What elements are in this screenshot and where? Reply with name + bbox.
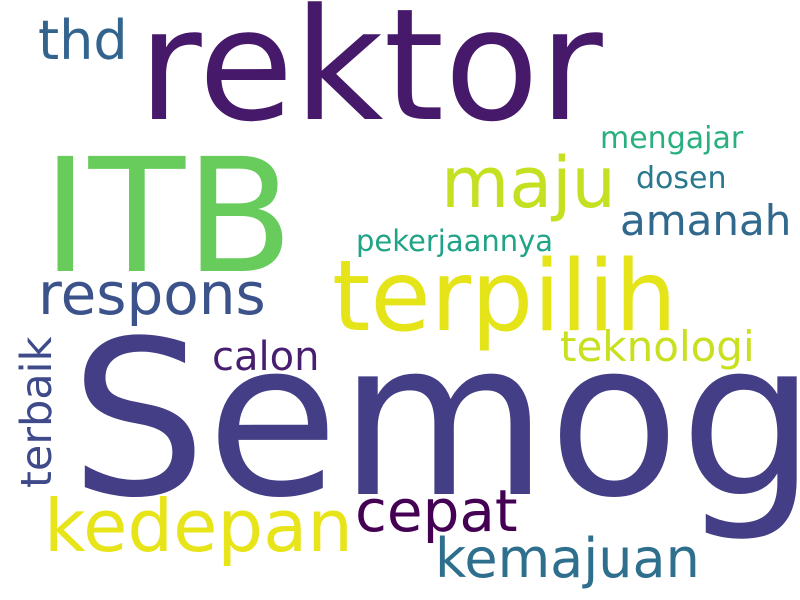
word-maju: maju	[441, 142, 616, 224]
word-kedepan: kedepan	[44, 484, 353, 568]
word-itb: ITB	[42, 125, 294, 309]
word-respons: respons	[38, 260, 266, 328]
word-calon: calon	[212, 334, 320, 380]
word-teknologi: teknologi	[560, 322, 755, 371]
word-dosen: dosen	[636, 161, 727, 196]
word-amanah: amanah	[620, 196, 792, 245]
word-terpilih: terpilih	[332, 240, 678, 354]
word-thd: thd	[38, 9, 128, 72]
word-mengajar: mengajar	[600, 121, 744, 156]
word-pekerjaannya: pekerjaannya	[356, 224, 554, 258]
word-cepat: cepat	[355, 477, 518, 545]
word-terbaik: terbaik	[12, 336, 62, 489]
word-rektor: rektor	[138, 0, 603, 156]
word-kemajuan: kemajuan	[435, 527, 700, 590]
word-semoga: Semoga	[70, 294, 800, 545]
